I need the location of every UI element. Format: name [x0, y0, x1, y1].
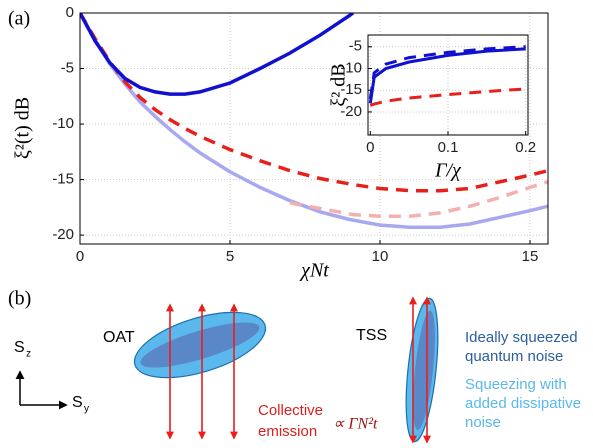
series-line: [368, 45, 526, 100]
y-tick-label: 0: [66, 4, 74, 21]
lines: [368, 45, 526, 107]
emission-label: Collective: [258, 402, 323, 419]
axis-symbol: S: [14, 339, 25, 356]
legend-text: Ideally squeezed: [465, 329, 578, 346]
panel-label: (a): [8, 8, 30, 30]
x-tick-label: 0: [76, 248, 84, 265]
emission-label: emission: [258, 423, 317, 440]
x-tick-label: 10: [372, 248, 389, 265]
x-axis-label: χNt: [299, 260, 329, 282]
axes-frame: [79, 12, 549, 245]
y-axis-label: ξ²(t) dB: [12, 97, 34, 159]
y-tick-label: -10: [52, 115, 74, 132]
y-tick-label: -20: [340, 103, 362, 120]
x-tick-label: 0.1: [438, 139, 459, 156]
y-tick-label: -5: [61, 59, 74, 76]
x-axis-label: Γ/χ: [434, 160, 462, 182]
y-tick-label: -10: [340, 59, 362, 76]
tss-ellipse: [405, 297, 439, 443]
x-tick-label: 0: [366, 139, 374, 156]
y-tick-label: -20: [52, 226, 74, 243]
emission-arrows: [166, 296, 431, 444]
legend-text: noise: [465, 414, 501, 431]
axes-frame: [367, 34, 529, 136]
y-axis-label: ξ² dB: [328, 63, 350, 106]
y-tick-label: -15: [52, 171, 74, 188]
axis-subscript: z: [26, 349, 31, 360]
x-tick-label: 15: [522, 248, 539, 265]
inset-plot: 0 0.1 0.2 -5 -10 -15 -20 Γ/χ ξ² dB: [328, 34, 536, 182]
series-line: [369, 87, 526, 107]
y-tick-label: -5: [349, 38, 362, 55]
y-tick-label: -15: [340, 81, 362, 98]
scaling-label: ∝ ΓN²t: [333, 416, 378, 433]
oat-ellipse: [133, 311, 267, 379]
legend-text: Squeezing with: [465, 376, 567, 393]
legend-text: quantum noise: [465, 348, 563, 365]
axis-symbol: S: [72, 394, 83, 411]
series-line: [80, 13, 548, 230]
series-line: [289, 180, 548, 218]
x-tick-label: 5: [226, 248, 234, 265]
tss-label: TSS: [356, 327, 387, 344]
x-tick-label: 0.2: [515, 139, 536, 156]
axis-subscript: y: [84, 404, 89, 415]
lines: [80, 13, 548, 230]
panel-label: (b): [8, 288, 31, 310]
legend-text: added dissipative: [465, 395, 581, 412]
series-line: [80, 13, 355, 96]
oat-label: OAT: [103, 329, 135, 346]
diagram: (b) S z S y OAT TSS Collective emission …: [8, 288, 581, 444]
